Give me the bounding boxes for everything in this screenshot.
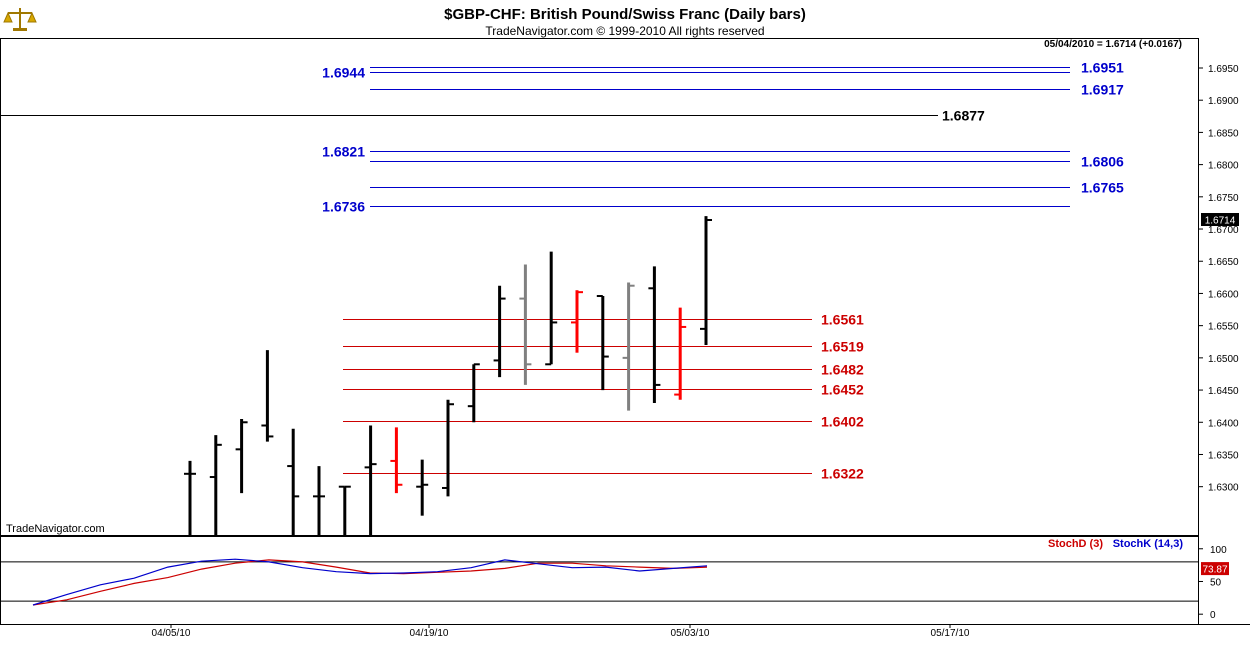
ohlc-bar [596,295,609,391]
y-tick-label: 1.6850 [1208,128,1239,139]
level-line-1.6944: 1.6944 [322,65,1070,81]
scales-icon [3,4,37,32]
y-tick-label: 1.6700 [1208,225,1239,236]
x-tick-label: 04/05/10 [152,628,191,639]
ohlc-bar [700,216,712,345]
stoch-last-marker: 73.87 [1201,562,1229,576]
ohlc-bar [674,307,687,400]
y-tick-label: 1.6350 [1208,450,1239,461]
level-label: 1.6944 [322,65,365,81]
ohlc-bar [261,350,274,442]
svg-text:73.87: 73.87 [1202,565,1227,576]
level-line-1.6821: 1.6821 [322,144,1070,160]
level-label: 1.6765 [1081,180,1124,196]
level-label: 1.6917 [1081,82,1124,98]
level-label: 1.6519 [821,339,864,355]
x-tick-label: 05/17/10 [931,628,970,639]
ohlc-bar [209,435,222,535]
ohlc-bar [571,290,583,353]
level-label: 1.6806 [1081,154,1124,170]
chart-title: $GBP-CHF: British Pound/Swiss Franc (Dai… [444,6,806,23]
level-line-1.6951: 1.6951 [370,60,1124,76]
level-label: 1.6821 [322,144,365,160]
x-tick-label: 04/19/10 [410,628,449,639]
quote-readout: 05/04/2010 = 1.6714 (+0.0167) [1044,39,1182,50]
level-line-1.6482: 1.6482 [343,362,864,378]
ohlc-bar [493,285,506,378]
y-tick-label: 1.6650 [1208,257,1239,268]
level-label: 1.6736 [322,199,365,215]
y-tick-label: 1.6300 [1208,483,1239,494]
stoch-y-tick-label: 0 [1210,610,1216,621]
y-tick-label: 1.6500 [1208,354,1239,365]
level-label: 1.6561 [821,312,864,328]
level-line-1.6402: 1.6402 [343,414,864,430]
svg-text:1.6714: 1.6714 [1205,216,1236,227]
y-tick-label: 1.6550 [1208,322,1239,333]
stoch-k-line [32,558,708,606]
ohlc-bar [519,264,532,385]
y-tick-label: 1.6950 [1208,64,1239,75]
last-price-marker: 1.6714 [1201,213,1239,227]
level-label: 1.6877 [942,108,985,124]
level-line-1.6806: 1.6806 [370,154,1124,170]
y-tick-label: 1.6600 [1208,289,1239,300]
level-line-1.6452: 1.6452 [343,382,864,398]
ohlc-bar [338,485,351,535]
legend-stoch-k: StochK (14,3) [1113,538,1184,550]
price-panel [0,38,1199,536]
ohlc-bar [235,419,248,494]
y-tick-label: 1.6400 [1208,418,1239,429]
y-tick-label: 1.6800 [1208,161,1239,172]
legend-stoch-d: StochD (3) [1048,538,1103,550]
stoch-y-tick-label: 50 [1210,577,1222,588]
ohlc-bar [648,266,661,403]
ohlc-bar [364,425,377,535]
y-tick-label: 1.6750 [1208,193,1239,204]
y-tick-label: 1.6900 [1208,96,1239,107]
copyright-text: TradeNavigator.com © 1999-2010 All right… [485,24,764,38]
level-label: 1.6951 [1081,60,1124,76]
stochastic-panel [0,536,1199,625]
level-label: 1.6482 [821,362,864,378]
ohlc-bar [467,363,480,423]
watermark: TradeNavigator.com [6,523,105,535]
level-line-1.6917: 1.6917 [370,82,1124,98]
level-label: 1.6402 [821,414,864,430]
stoch-y-tick-label: 100 [1210,545,1227,556]
ohlc-bar [416,459,429,516]
level-label: 1.6322 [821,466,864,482]
ohlc-bar [390,427,403,494]
ohlc-bar [287,428,300,535]
level-line-1.6736: 1.6736 [322,199,1070,215]
level-label: 1.6452 [821,382,864,398]
ohlc-bar [545,251,558,366]
ohlc-bar [184,460,196,535]
x-tick-label: 05/03/10 [671,628,710,639]
ohlc-bar [622,282,635,411]
y-tick-label: 1.6450 [1208,386,1239,397]
ohlc-bar [442,399,454,497]
level-line-1.6877: 1.6877 [0,108,985,124]
level-line-1.6765: 1.6765 [370,180,1124,196]
ohlc-bar [313,466,325,535]
